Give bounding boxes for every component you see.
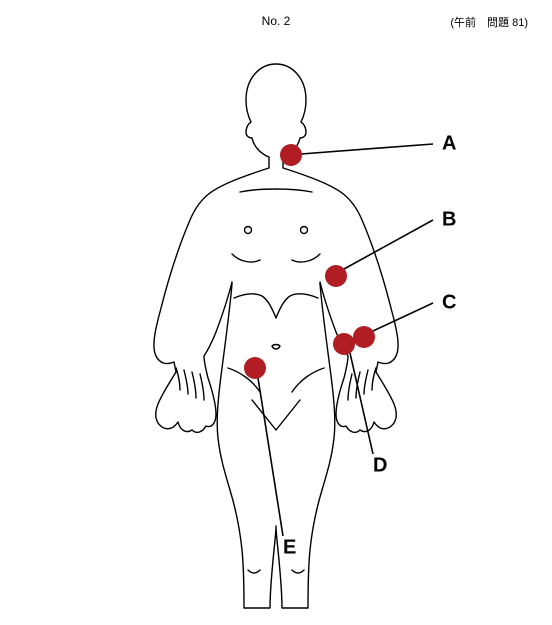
marker-e [244, 357, 266, 379]
marker-d [333, 333, 355, 355]
marker-c [353, 326, 375, 348]
page-header: No. 2 (午前 問題 81) [0, 14, 552, 34]
label-c: C [442, 292, 456, 315]
marker-a [280, 144, 302, 166]
label-e: E [283, 537, 296, 560]
exam-reference: (午前 問題 81) [450, 14, 528, 30]
label-b: B [442, 209, 456, 232]
label-d: D [373, 455, 387, 478]
anatomy-diagram: A B C D E [0, 50, 552, 610]
marker-b [325, 265, 347, 287]
body-outline [0, 50, 552, 610]
page-number: No. 2 [262, 14, 291, 28]
label-a: A [442, 133, 456, 156]
